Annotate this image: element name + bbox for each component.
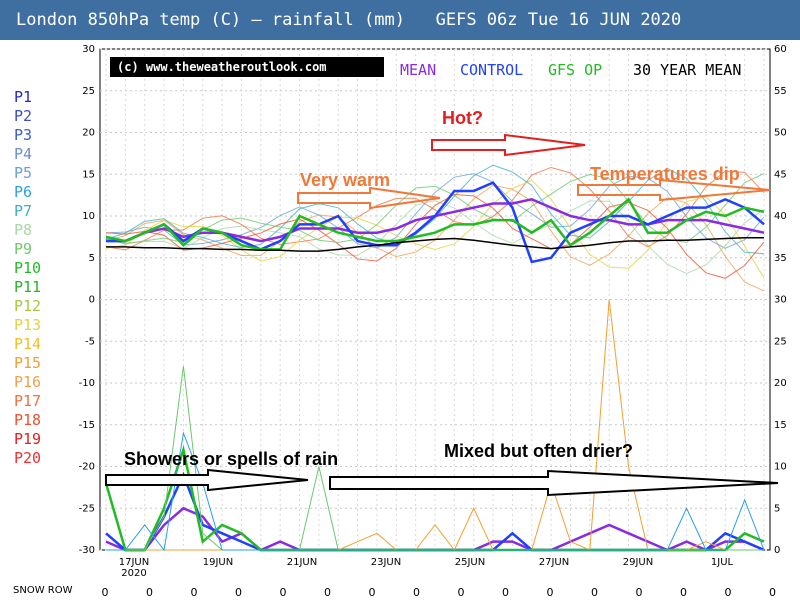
snow-row-value: 0 bbox=[547, 586, 554, 599]
left-tick-label: 5 bbox=[89, 253, 95, 264]
snow-row-value: 0 bbox=[146, 586, 153, 599]
temp-line-30-year-mean bbox=[106, 236, 764, 252]
ensemble-member-line bbox=[105, 166, 765, 251]
rain-line-p-blue bbox=[106, 431, 765, 552]
member-label-p6: P6 bbox=[14, 183, 33, 201]
mixed-arrow bbox=[329, 469, 779, 497]
member-label-p13: P13 bbox=[14, 316, 42, 334]
member-label-p14: P14 bbox=[14, 335, 42, 353]
right-tick-label: 10 bbox=[774, 462, 787, 473]
member-label-p9: P9 bbox=[14, 240, 33, 258]
x-tick-label: 19JUN bbox=[203, 557, 233, 568]
watermark-text: (c) www.theweatheroutlook.com bbox=[117, 60, 327, 74]
snow-row-value: 0 bbox=[725, 586, 732, 599]
snow-row-value: 0 bbox=[636, 586, 643, 599]
member-label-p2: P2 bbox=[14, 107, 33, 125]
right-tick-label: 15 bbox=[774, 420, 787, 431]
left-tick-label: 25 bbox=[82, 86, 95, 97]
right-tick-label: 0 bbox=[774, 545, 780, 556]
left-tick-label: -15 bbox=[79, 420, 95, 431]
left-tick-label: -30 bbox=[79, 545, 95, 556]
member-label-p11: P11 bbox=[14, 278, 42, 296]
left-tick-label: 0 bbox=[89, 295, 95, 306]
snow-row-value: 0 bbox=[102, 586, 109, 599]
member-label-p7: P7 bbox=[14, 202, 33, 220]
watermark-bg bbox=[110, 57, 384, 77]
right-tick-label: 35 bbox=[774, 253, 787, 264]
ensemble-member-line bbox=[105, 172, 765, 245]
ensemble-member-line bbox=[105, 184, 765, 292]
right-tick-label: 45 bbox=[774, 169, 787, 180]
legend-mean: MEAN bbox=[400, 61, 436, 79]
left-tick-label: 10 bbox=[82, 211, 95, 222]
left-tick-label: 30 bbox=[82, 44, 95, 55]
showers-arrow bbox=[105, 468, 309, 492]
legend-gfs-op: GFS OP bbox=[548, 61, 602, 79]
left-tick-label: -10 bbox=[79, 378, 95, 389]
x-tick-label: 17JUN bbox=[119, 557, 149, 568]
right-tick-label: 20 bbox=[774, 378, 787, 389]
chart-title: London 850hPa temp (C) — rainfall (mm) G… bbox=[0, 0, 800, 40]
left-tick-label: -20 bbox=[79, 462, 95, 473]
member-label-p4: P4 bbox=[14, 145, 33, 163]
snow-row-value: 0 bbox=[458, 586, 465, 599]
member-label-p16: P16 bbox=[14, 373, 42, 391]
right-tick-label: 50 bbox=[774, 128, 787, 139]
member-label-p1: P1 bbox=[14, 88, 33, 106]
right-tick-label: 55 bbox=[774, 86, 787, 97]
right-tick-label: 40 bbox=[774, 211, 787, 222]
left-tick-label: -5 bbox=[85, 336, 95, 347]
mixed-label: Mixed but often drier? bbox=[444, 441, 633, 461]
x-tick-label: 2020 bbox=[121, 568, 146, 579]
very-warm-label: Very warm bbox=[300, 170, 390, 190]
right-tick-label: 30 bbox=[774, 295, 787, 306]
member-label-p19: P19 bbox=[14, 430, 42, 448]
x-tick-label: 23JUN bbox=[371, 557, 401, 568]
snow-row-value: 0 bbox=[324, 586, 331, 599]
ensemble-member-line bbox=[105, 193, 765, 279]
snow-row-value: 0 bbox=[235, 586, 242, 599]
right-tick-label: 5 bbox=[774, 503, 780, 514]
hot-label: Hot? bbox=[442, 108, 483, 128]
left-tick-label: -25 bbox=[79, 503, 95, 514]
member-list: P1 P2 P3 P4 P5 P6 P7 P8 P9 P10 P11 P12 P13 P14 P15 P16 P… bbox=[14, 88, 41, 468]
right-tick-label: 25 bbox=[774, 336, 787, 347]
member-label-p3: P3 bbox=[14, 126, 33, 144]
left-tick-label: 20 bbox=[82, 128, 95, 139]
x-tick-label: 1JUL bbox=[711, 557, 734, 568]
very-warm-arrow bbox=[297, 186, 441, 210]
snow-row-value: 0 bbox=[191, 586, 198, 599]
snow-row-label: SNOW ROW bbox=[13, 585, 73, 596]
left-tick-label: 15 bbox=[82, 169, 95, 180]
snow-row-value: 0 bbox=[280, 586, 287, 599]
snow-row-value: 0 bbox=[502, 586, 509, 599]
snow-row-value: 0 bbox=[591, 586, 598, 599]
temp-line-gfs-op bbox=[105, 197, 765, 251]
temps-dip-arrow bbox=[577, 178, 771, 202]
x-tick-label: 27JUN bbox=[539, 557, 569, 568]
x-tick-label: 29JUN bbox=[623, 557, 653, 568]
temps-dip-label: Temperatures dip bbox=[590, 164, 740, 184]
ensemble-member-line bbox=[105, 164, 765, 255]
legend-30-year-mean: 30 YEAR MEAN bbox=[633, 61, 741, 79]
snow-row-value: 0 bbox=[369, 586, 376, 599]
snow-row-value: 0 bbox=[769, 586, 776, 599]
member-label-p10: P10 bbox=[14, 259, 42, 277]
member-label-p18: P18 bbox=[14, 411, 42, 429]
member-label-p17: P17 bbox=[14, 392, 42, 410]
x-tick-label: 25JUN bbox=[455, 557, 485, 568]
showers-label: Showers or spells of rain bbox=[124, 449, 338, 469]
x-tick-label: 21JUN bbox=[287, 557, 317, 568]
hot-arrow bbox=[431, 133, 586, 157]
member-label-p20: P20 bbox=[14, 449, 42, 467]
right-tick-label: 60 bbox=[774, 44, 787, 55]
legend-control: CONTROL bbox=[460, 61, 523, 79]
member-label-p12: P12 bbox=[14, 297, 42, 315]
member-label-p5: P5 bbox=[14, 164, 33, 182]
member-label-p15: P15 bbox=[14, 354, 42, 372]
snow-row-value: 0 bbox=[680, 586, 687, 599]
member-label-p8: P8 bbox=[14, 221, 33, 239]
snow-row-value: 0 bbox=[413, 586, 420, 599]
